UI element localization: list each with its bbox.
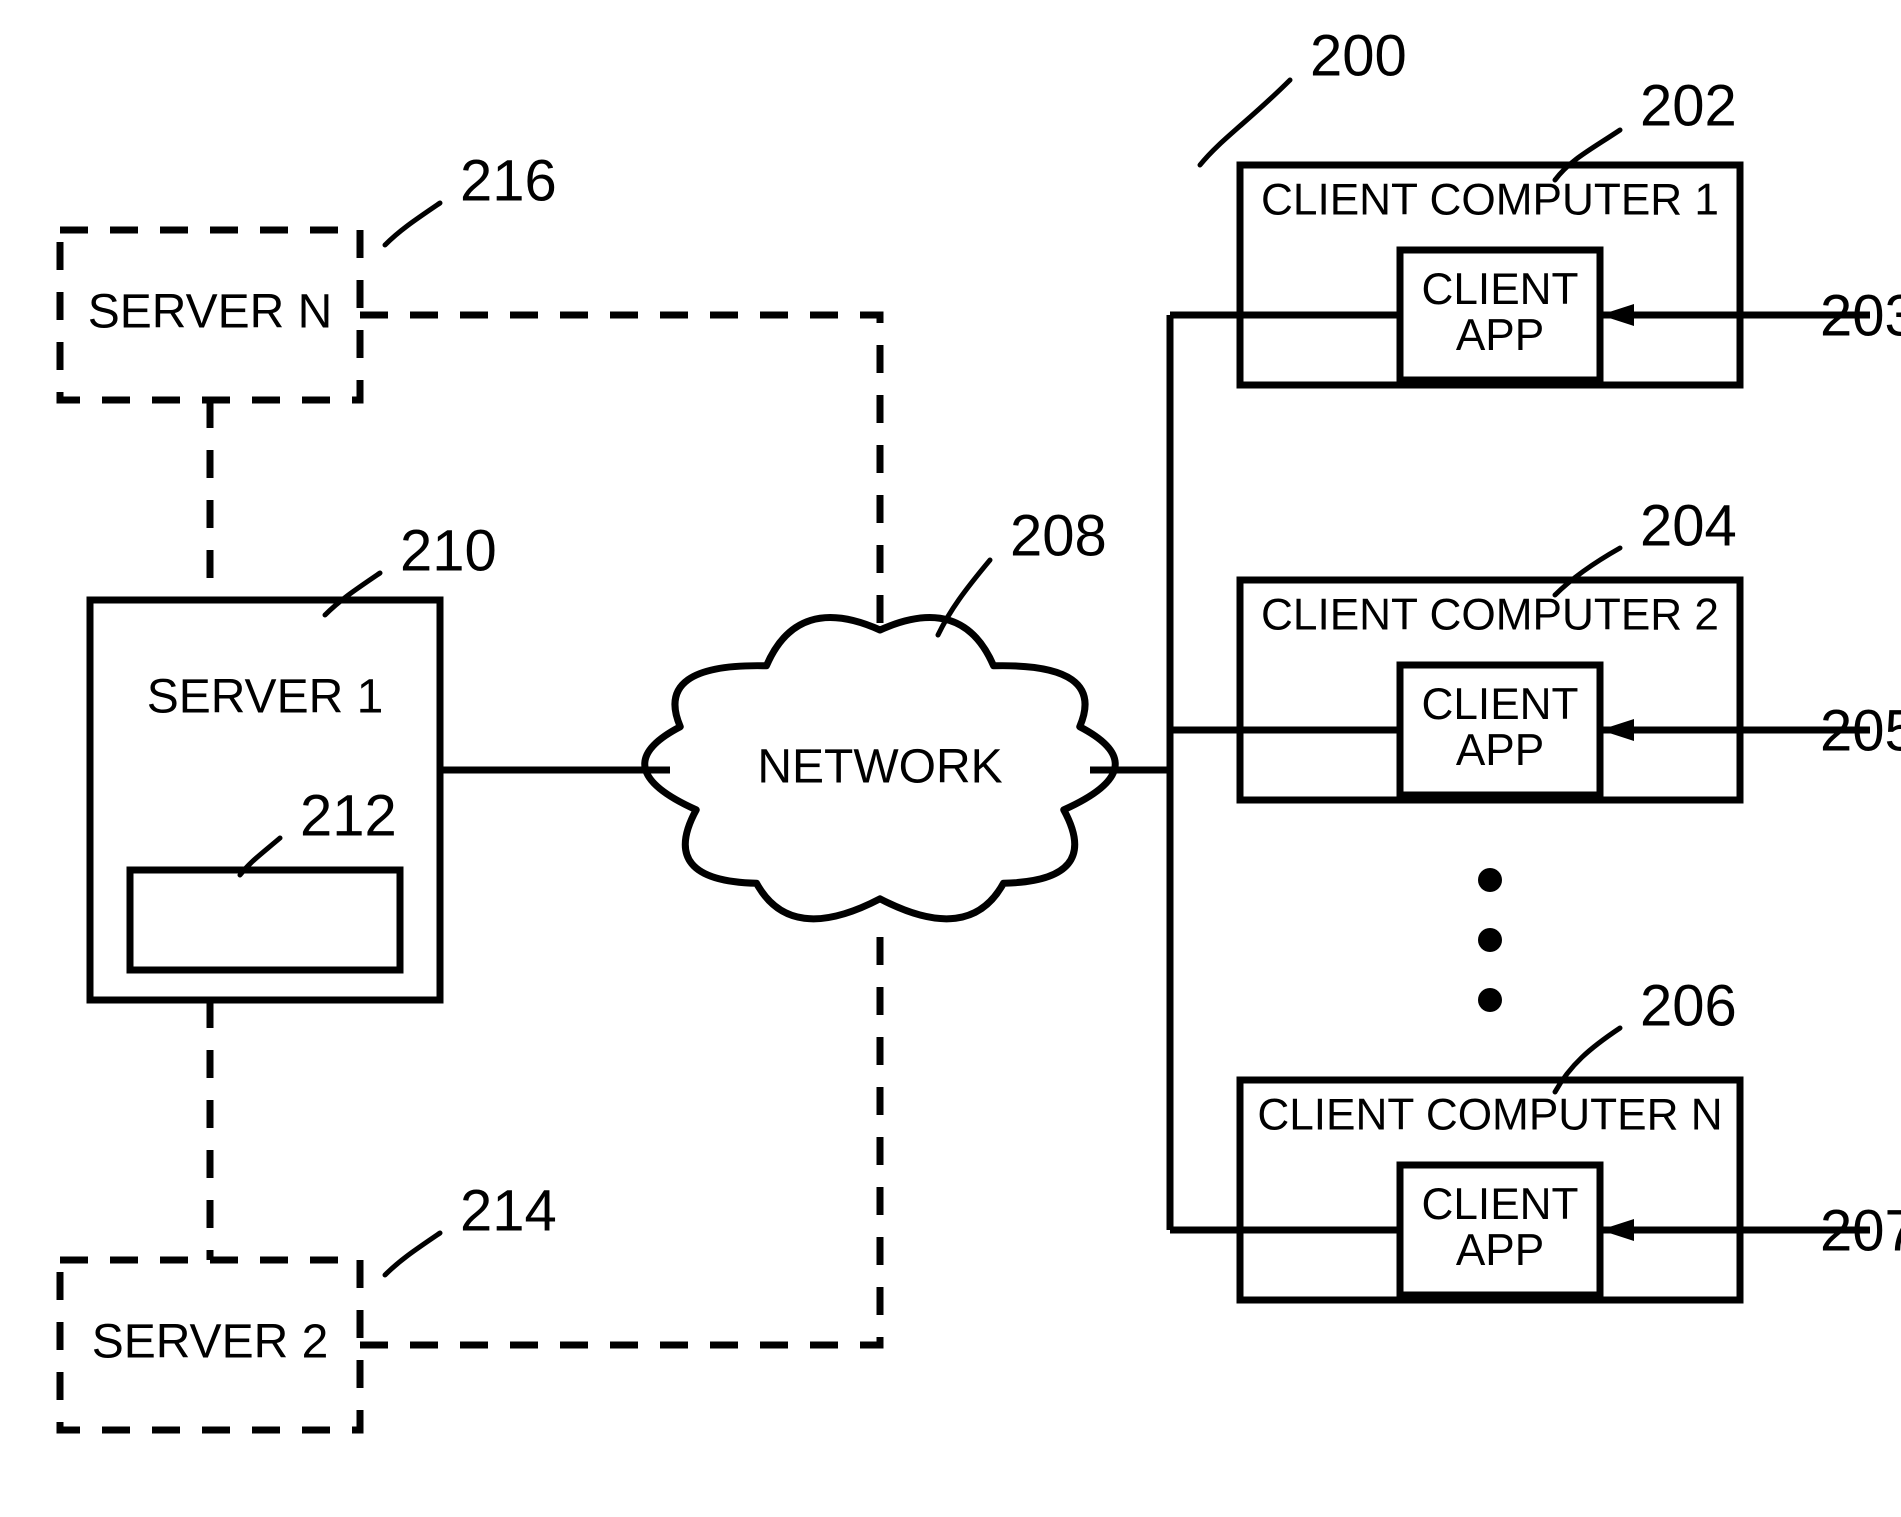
ref-214: 214 — [460, 1178, 557, 1243]
arrowhead-icon — [1600, 719, 1634, 741]
server-1-label: SERVER 1 — [147, 671, 384, 724]
server-n-label: SERVER N — [88, 286, 333, 339]
network-label: NETWORK — [757, 741, 1002, 794]
arrowhead-icon — [1600, 1219, 1634, 1241]
server-2-label: SERVER 2 — [92, 1316, 329, 1369]
ref-208: 208 — [1010, 503, 1107, 568]
arrowhead-icon — [1600, 304, 1634, 326]
client_n-app-label: CLIENTAPP — [1421, 1179, 1578, 1274]
ref-205: 205 — [1820, 698, 1901, 763]
ref-210: 210 — [400, 518, 497, 583]
ellipsis-dot — [1478, 868, 1502, 892]
ellipsis-dot — [1478, 988, 1502, 1012]
ellipsis-dot — [1478, 928, 1502, 952]
leader-line — [325, 573, 380, 615]
ref-202: 202 — [1640, 73, 1737, 138]
client_1-app-label: CLIENTAPP — [1421, 264, 1578, 359]
leader-line — [385, 1233, 440, 1275]
client_1-title: CLIENT COMPUTER 1 — [1261, 176, 1719, 225]
ref-204: 204 — [1640, 493, 1737, 558]
leader-line — [385, 203, 440, 245]
client_2-app-label: CLIENTAPP — [1421, 679, 1578, 774]
ref-200: 200 — [1310, 23, 1407, 88]
leader-line — [1555, 548, 1620, 595]
client_2-title: CLIENT COMPUTER 2 — [1261, 591, 1719, 640]
ref-216: 216 — [460, 148, 557, 213]
network-diagram: NETWORK SERVER N SERVER 1 SERVER 2 CLIENT CO… — [0, 0, 1901, 1517]
leader-line — [1555, 130, 1620, 180]
ref-212: 212 — [300, 783, 397, 848]
server-1-inner-box — [130, 870, 400, 970]
ref-206: 206 — [1640, 973, 1737, 1038]
ref-207: 207 — [1820, 1198, 1901, 1263]
leader-line — [1200, 80, 1290, 165]
client_n-title: CLIENT COMPUTER N — [1257, 1091, 1722, 1140]
ref-203: 203 — [1820, 283, 1901, 348]
